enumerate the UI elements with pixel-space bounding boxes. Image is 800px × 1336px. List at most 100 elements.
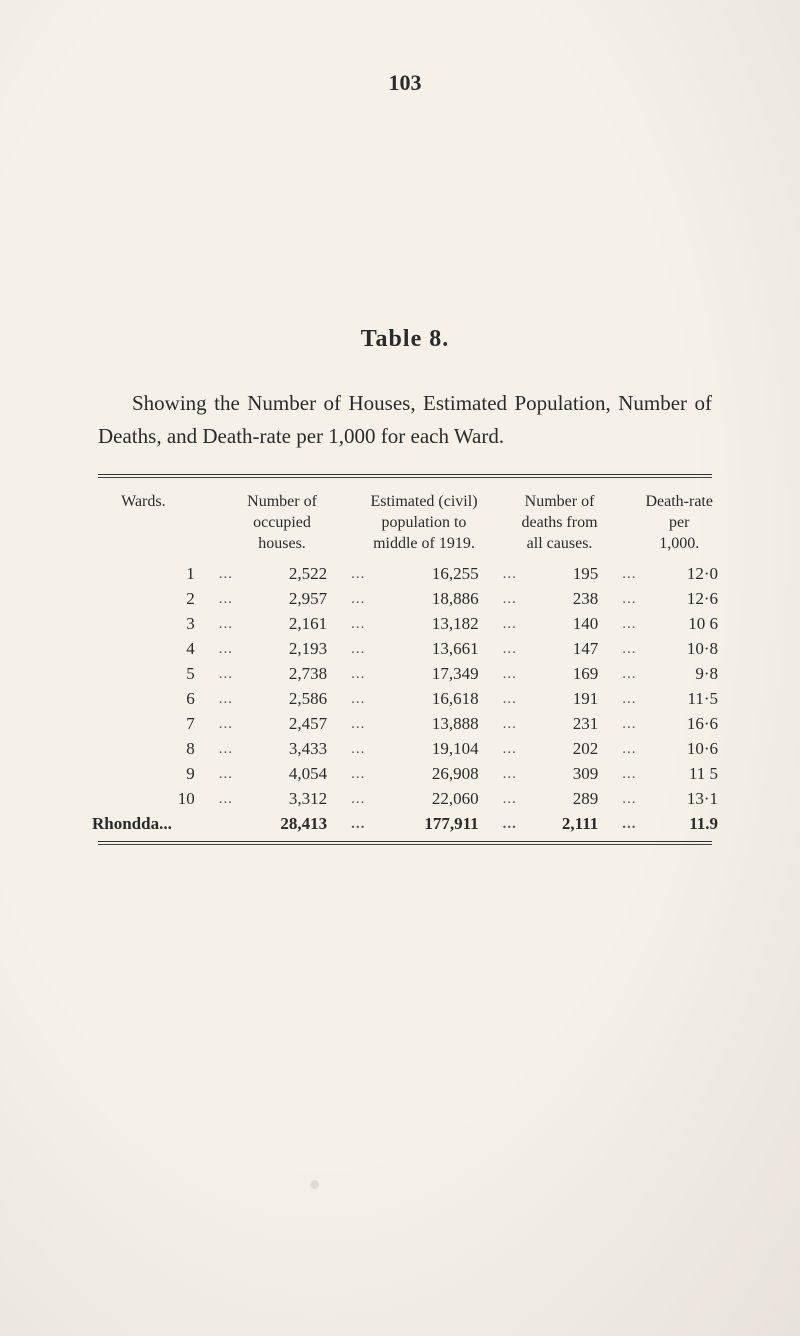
table-head: Wards. Number of occupied houses. Estima…: [90, 490, 720, 562]
header-rate: Death-rate per 1,000.: [638, 490, 720, 562]
population-cell: 18,886: [367, 587, 480, 612]
dots-cell: ...: [197, 787, 235, 812]
dots-cell: ...: [600, 787, 638, 812]
dots-cell: ...: [481, 587, 519, 612]
header-spacer: [481, 490, 519, 562]
rate-cell: 10·6: [638, 737, 720, 762]
table-row: 9...4,054...26,908...309...11 5: [90, 762, 720, 787]
houses-cell: 2,586: [235, 687, 329, 712]
ward-cell: 8: [90, 737, 197, 762]
houses-cell: 3,433: [235, 737, 329, 762]
rate-cell: 13·1: [638, 787, 720, 812]
deaths-cell: 147: [519, 637, 600, 662]
table-row: 7...2,457...13,888...231...16·6: [90, 712, 720, 737]
dots-cell: ...: [329, 562, 367, 587]
deaths-cell: 169: [519, 662, 600, 687]
population-cell: 22,060: [367, 787, 480, 812]
dots-cell: ...: [329, 587, 367, 612]
total-row: Rhondda...28,413...177,911...2,111...11.…: [90, 812, 720, 837]
population-cell: 13,182: [367, 612, 480, 637]
rate-cell: 9·8: [638, 662, 720, 687]
table-row: 4...2,193...13,661...147...10·8: [90, 637, 720, 662]
dots-cell: ...: [481, 712, 519, 737]
dots-cell: ...: [600, 712, 638, 737]
dots-cell: ...: [197, 637, 235, 662]
dots-cell: ...: [197, 737, 235, 762]
rule-top-heavy: [98, 474, 712, 475]
population-cell: 13,888: [367, 712, 480, 737]
deaths-cell: 202: [519, 737, 600, 762]
houses-cell: 2,738: [235, 662, 329, 687]
rate-cell: 12·6: [638, 587, 720, 612]
population-cell: 19,104: [367, 737, 480, 762]
dots-cell: ...: [197, 662, 235, 687]
deaths-cell: 289: [519, 787, 600, 812]
table-row: 6...2,586...16,618...191...11·5: [90, 687, 720, 712]
table-row: 3...2,161...13,182...140...10 6: [90, 612, 720, 637]
dots-cell: ...: [481, 787, 519, 812]
deaths-cell: 195: [519, 562, 600, 587]
rule-bottom-heavy: [98, 841, 712, 842]
dots-cell: ...: [600, 737, 638, 762]
deaths-cell: 231: [519, 712, 600, 737]
ward-cell: 3: [90, 612, 197, 637]
dots-cell: ...: [329, 712, 367, 737]
rate-cell: 10 6: [638, 612, 720, 637]
houses-cell: 2,193: [235, 637, 329, 662]
dots-cell: ...: [481, 637, 519, 662]
dots-cell: ...: [481, 562, 519, 587]
table-row: 5...2,738...17,349...169...9·8: [90, 662, 720, 687]
dots-cell: ...: [600, 662, 638, 687]
deaths-cell: 309: [519, 762, 600, 787]
dots-cell: ...: [481, 812, 519, 837]
population-cell: 17,349: [367, 662, 480, 687]
dots-cell: ...: [329, 687, 367, 712]
page-container: 10 3 Table 8. Showing the Number of House…: [0, 0, 800, 1336]
ward-cell: 10: [90, 787, 197, 812]
rate-cell: 11.9: [638, 812, 720, 837]
header-population: Estimated (civil) population to middle o…: [367, 490, 480, 562]
population-cell: 16,618: [367, 687, 480, 712]
dots-cell: ...: [600, 812, 638, 837]
rate-cell: 11 5: [638, 762, 720, 787]
table-row: 2...2,957...18,886...238...12·6: [90, 587, 720, 612]
dots-cell: ...: [481, 762, 519, 787]
houses-cell: 28,413: [235, 812, 329, 837]
population-cell: 16,255: [367, 562, 480, 587]
rule-top-light: [98, 477, 712, 478]
dots-cell: ...: [329, 762, 367, 787]
dots-cell: ...: [329, 812, 367, 837]
dots-cell: ...: [329, 662, 367, 687]
intro-paragraph: Showing the Number of Houses, Estimated …: [98, 387, 712, 452]
dots-cell: ...: [600, 612, 638, 637]
ward-cell: 7: [90, 712, 197, 737]
header-spacer: [600, 490, 638, 562]
population-cell: 13,661: [367, 637, 480, 662]
houses-cell: 2,957: [235, 587, 329, 612]
ward-cell: 6: [90, 687, 197, 712]
data-table: Wards. Number of occupied houses. Estima…: [90, 490, 720, 837]
dots-cell: ...: [481, 612, 519, 637]
header-wards: Wards.: [90, 490, 197, 562]
dots-cell: ...: [329, 787, 367, 812]
ward-cell: 4: [90, 637, 197, 662]
dots-cell: ...: [600, 687, 638, 712]
rule-bottom-light: [98, 844, 712, 845]
dots-cell: ...: [197, 587, 235, 612]
table-row: 8...3,433...19,104...202...10·6: [90, 737, 720, 762]
dots-cell: ...: [481, 687, 519, 712]
dots-cell: ...: [197, 762, 235, 787]
header-spacer: [197, 490, 235, 562]
deaths-cell: 140: [519, 612, 600, 637]
dots-cell: ...: [600, 762, 638, 787]
population-cell: 26,908: [367, 762, 480, 787]
houses-cell: 2,161: [235, 612, 329, 637]
ward-cell: Rhondda...: [90, 812, 197, 837]
dots-cell: [197, 812, 235, 837]
ward-cell: 1: [90, 562, 197, 587]
table-title: Table 8.: [90, 326, 720, 353]
deaths-cell: 238: [519, 587, 600, 612]
dots-cell: ...: [481, 662, 519, 687]
houses-cell: 3,312: [235, 787, 329, 812]
deaths-cell: 2,111: [519, 812, 600, 837]
